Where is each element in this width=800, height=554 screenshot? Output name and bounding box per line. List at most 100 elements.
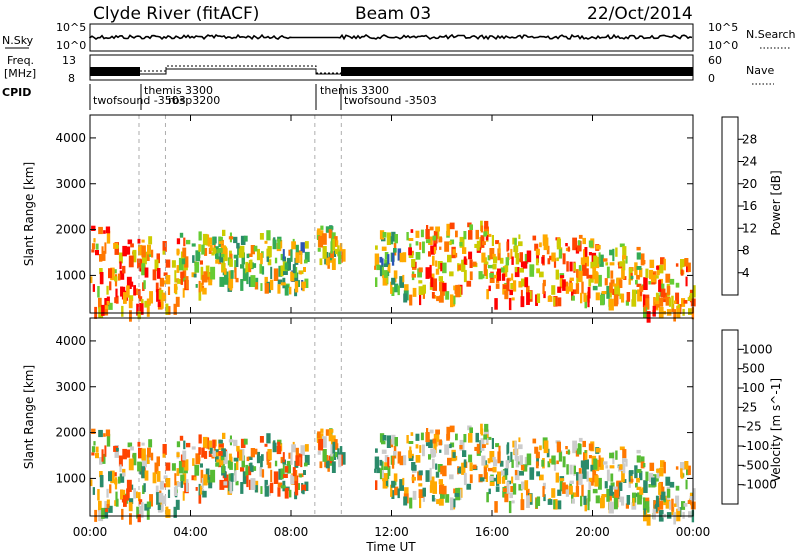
- power-cell: [639, 268, 643, 278]
- velocity-cell: [152, 472, 157, 484]
- power-cell: [621, 268, 625, 280]
- power-cell: [571, 295, 575, 301]
- power-cell: [104, 298, 108, 308]
- power-cell: [144, 300, 149, 308]
- velocity-cell: [556, 441, 561, 453]
- velocity-cell: [301, 484, 306, 492]
- power-cell: [432, 278, 437, 291]
- power-cell: [492, 253, 496, 258]
- power-cell: [547, 296, 553, 302]
- velocity-cell: [576, 448, 581, 455]
- velocity-cell: [654, 505, 658, 512]
- power-cell: [535, 248, 540, 256]
- velocity-cell: [692, 488, 696, 501]
- colorbar-tick-label: 12: [742, 221, 757, 235]
- power-cell: [126, 285, 130, 298]
- velocity-cell: [247, 466, 252, 476]
- velocity-cell: [498, 445, 501, 457]
- power-cell: [595, 292, 600, 301]
- power-cell: [256, 248, 260, 261]
- power-cell: [578, 234, 583, 239]
- power-cell: [468, 251, 473, 260]
- velocity-cell: [176, 452, 180, 458]
- velocity-cell: [576, 481, 579, 487]
- power-cell: [432, 235, 437, 241]
- nsky-trace: [89, 33, 693, 41]
- power-cell: [556, 238, 561, 250]
- velocity-cell: [286, 460, 291, 474]
- power-cell: [656, 265, 661, 270]
- power-cell: [141, 239, 145, 243]
- power-cell: [625, 300, 629, 306]
- x-tick-label: 20:00: [575, 525, 610, 539]
- power-cell: [115, 295, 119, 304]
- velocity-cell: [492, 456, 496, 461]
- velocity-cell: [442, 485, 447, 495]
- velocity-cell: [526, 453, 532, 466]
- velocity-cell: [536, 456, 539, 466]
- velocity-cell: [208, 440, 213, 448]
- power-cell: [301, 281, 306, 289]
- power-cell: [436, 228, 440, 239]
- velocity-cell: [143, 483, 146, 493]
- power-cell: [489, 248, 495, 260]
- power-cell: [291, 241, 296, 250]
- power-cell: [242, 268, 248, 281]
- velocity-cell: [645, 471, 649, 481]
- power-cell: [578, 265, 582, 276]
- velocity-cell: [185, 479, 189, 492]
- velocity-cell: [382, 478, 388, 489]
- power-cell: [191, 243, 196, 247]
- velocity-cell: [261, 469, 265, 478]
- power-cell: [99, 272, 104, 285]
- power-cell: [341, 249, 346, 262]
- power-cell: [332, 238, 336, 251]
- power-cell: [146, 298, 151, 305]
- power-cell: [680, 269, 684, 276]
- power-cell: [504, 265, 509, 273]
- velocity-cell: [613, 497, 618, 510]
- velocity-cell: [500, 470, 505, 476]
- velocity-cell: [438, 439, 442, 446]
- velocity-cell: [223, 471, 227, 478]
- velocity-cell: [411, 476, 416, 481]
- power-cell: [141, 299, 144, 304]
- velocity-cell: [606, 488, 610, 502]
- velocity-cell: [469, 474, 473, 484]
- power-cell: [493, 256, 498, 264]
- power-cell: [520, 289, 523, 303]
- power-cell: [459, 242, 463, 247]
- velocity-cell: [195, 453, 201, 465]
- power-cell: [542, 283, 545, 294]
- freq-tick-top: 13: [62, 54, 76, 67]
- power-cell: [198, 244, 201, 252]
- power-cell: [588, 274, 594, 279]
- power-cell: [137, 311, 141, 320]
- power-cell: [556, 257, 559, 262]
- velocity-cell: [383, 466, 388, 470]
- velocity-cell: [174, 473, 177, 486]
- power-cell: [253, 245, 258, 252]
- velocity-cell: [115, 491, 118, 501]
- power-cell: [568, 282, 573, 292]
- power-cell: [109, 281, 112, 291]
- power-cell: [142, 251, 147, 265]
- power-cell: [428, 251, 431, 257]
- power-cell: [117, 273, 121, 281]
- power-cell: [221, 250, 225, 258]
- power-cell: [621, 293, 625, 303]
- power-cell: [588, 252, 592, 256]
- power-cell: [208, 237, 213, 245]
- power-cell: [666, 309, 672, 316]
- power-cell: [300, 242, 305, 253]
- velocity-cell: [482, 444, 486, 448]
- velocity-cell: [322, 436, 327, 448]
- power-cell: [123, 292, 127, 304]
- velocity-cell: [381, 441, 386, 445]
- velocity-cell: [165, 478, 171, 488]
- power-cell: [328, 226, 334, 230]
- power-cell: [383, 270, 388, 278]
- velocity-cell: [543, 494, 546, 502]
- velocity-cell: [642, 497, 646, 511]
- velocity-cell: [553, 499, 558, 510]
